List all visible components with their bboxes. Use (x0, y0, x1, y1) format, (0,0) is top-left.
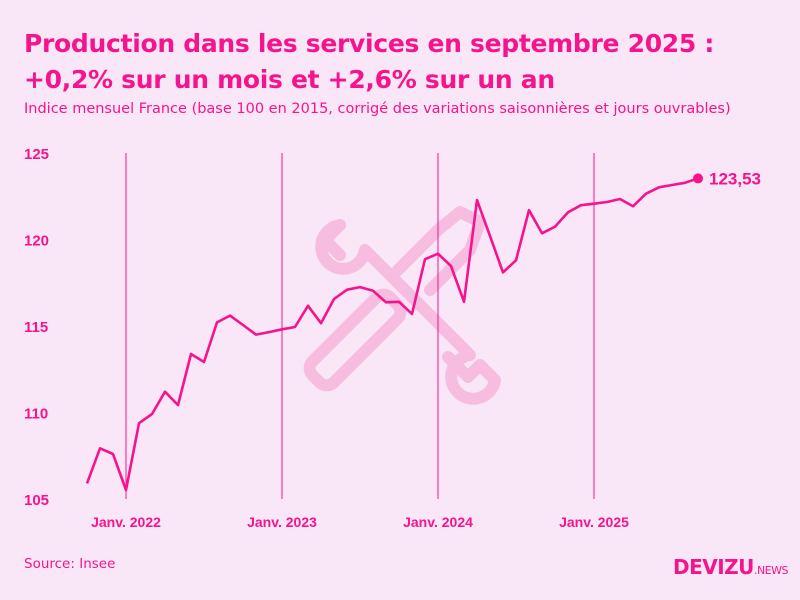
title-line-1: Production dans les services en septembr… (24, 29, 715, 58)
y-tick-label: 115 (24, 319, 48, 336)
y-tick-label: 105 (24, 492, 49, 509)
x-tick-label: Janv. 2022 (91, 514, 161, 530)
logo-main: DEVIZU (673, 555, 754, 579)
y-tick-label: 110 (24, 406, 48, 423)
x-tick-label: Janv. 2023 (247, 514, 317, 530)
series-line (85, 177, 699, 492)
source-note: Source: Insee (24, 556, 116, 572)
y-tick-label: 125 (24, 146, 49, 163)
chart-subtitle: Indice mensuel France (base 100 en 2015,… (24, 101, 731, 117)
end-point-marker (693, 173, 703, 184)
logo-suffix: NEWS (756, 564, 789, 577)
x-tick-label: Janv. 2024 (403, 514, 473, 530)
y-tick-label: 120 (24, 233, 49, 250)
title-line-2: +0,2% sur un mois et +2,6% sur un an (24, 65, 555, 94)
wrench-screwdriver-icon (303, 206, 501, 405)
devizu-logo: DEVIZU.NEWS (673, 555, 788, 579)
chart-title: Production dans les services en septembr… (24, 26, 714, 98)
end-value-label: 123,53 (709, 169, 761, 188)
x-tick-label: Janv. 2025 (559, 514, 629, 530)
